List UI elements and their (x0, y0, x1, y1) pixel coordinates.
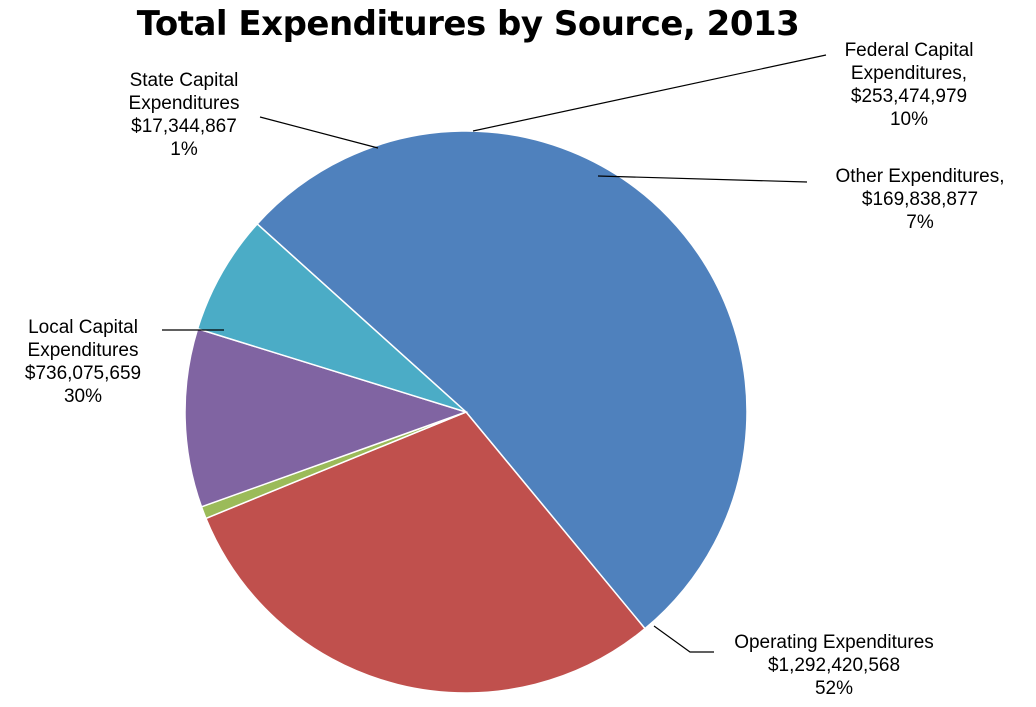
slice-label-other: Other Expenditures, $169,838,877 7% (836, 166, 1005, 233)
slice-label-line: $169,838,877 (862, 189, 978, 210)
chart-title: Total Expenditures by Source, 2013 (136, 4, 800, 44)
slice-label-local: Local Capital Expenditures $736,075,659 30% (25, 317, 141, 407)
slice-label-line: 52% (815, 678, 853, 699)
pie-slices (184, 130, 748, 694)
slice-label-federal: Federal Capital Expenditures, $253,474,979… (845, 40, 974, 130)
slice-label-line: $1,292,420,568 (768, 655, 900, 676)
slice-label-state: State Capital Expenditures $17,344,867 1% (129, 70, 240, 160)
slice-label-line: Local Capital (28, 317, 138, 338)
slice-label-line: 7% (906, 212, 934, 233)
slice-label-line: $253,474,979 (851, 86, 967, 107)
slice-label-line: 30% (64, 386, 102, 407)
leader-line-state (259, 116, 379, 149)
slice-label-line: $736,075,659 (25, 363, 141, 384)
leader-line-other (597, 175, 808, 183)
leader-line-operating (653, 625, 714, 653)
pie-slice-federal (184, 327, 469, 508)
pie-slice-operating (256, 130, 748, 630)
slice-label-line: Other Expenditures, (836, 166, 1005, 187)
pie-slice-local (204, 411, 647, 694)
leader-line-federal (472, 54, 827, 132)
slice-label-line: Expenditures, (851, 63, 967, 84)
slice-label-line: 1% (170, 139, 198, 160)
slice-label-line: 10% (890, 109, 928, 130)
slice-label-line: $17,344,867 (131, 116, 237, 137)
slice-label-operating: Operating Expenditures $1,292,420,568 52% (734, 632, 934, 699)
slice-label-line: State Capital (130, 70, 239, 91)
slice-label-line: Federal Capital (845, 40, 974, 61)
pie-slice-other (196, 222, 467, 413)
slice-label-line: Expenditures (129, 93, 240, 114)
slice-labels: Operating Expenditures $1,292,420,568 52% L… (25, 40, 1005, 699)
slice-label-line: Operating Expenditures (734, 632, 934, 653)
slice-label-line: Expenditures (28, 340, 139, 361)
leader-lines (162, 54, 827, 653)
